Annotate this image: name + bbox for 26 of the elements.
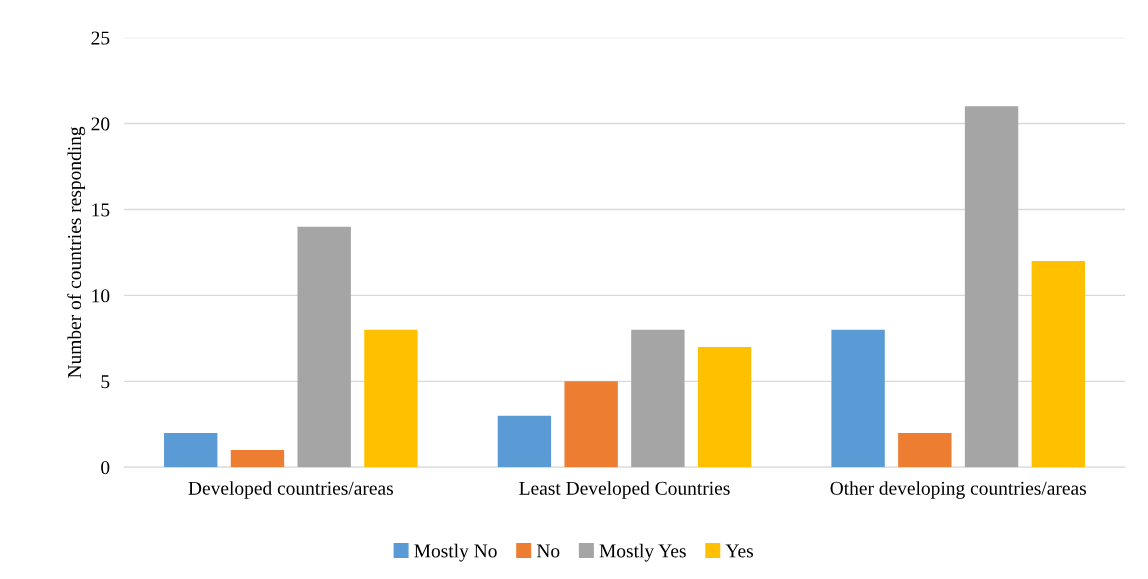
legend-label: Mostly Yes bbox=[599, 543, 686, 562]
y-tick-label: 15 bbox=[92, 203, 110, 217]
bar bbox=[297, 226, 351, 468]
y-tick-label: 0 bbox=[101, 461, 110, 475]
x-tick-label: Developed countries/areas bbox=[188, 481, 393, 499]
x-tick-label: Least Developed Countries bbox=[519, 481, 730, 499]
y-tick-label: 10 bbox=[92, 289, 110, 303]
legend-label: Mostly No bbox=[414, 543, 497, 562]
bar bbox=[898, 432, 952, 468]
bar bbox=[364, 329, 418, 468]
bar bbox=[697, 346, 752, 468]
legend-label: No bbox=[536, 544, 560, 558]
y-tick-label: 20 bbox=[91, 117, 110, 131]
y-tick-label: 5 bbox=[101, 375, 110, 389]
bar bbox=[831, 329, 885, 468]
bar bbox=[564, 381, 618, 468]
bar bbox=[964, 106, 1019, 468]
bar bbox=[164, 432, 218, 468]
legend-label: Yes bbox=[725, 544, 754, 558]
bar bbox=[631, 329, 685, 468]
y-axis-title: Number of countries responding bbox=[67, 126, 86, 378]
bar bbox=[1031, 261, 1085, 468]
bar bbox=[230, 450, 285, 468]
bar bbox=[497, 415, 552, 468]
x-tick-label: Other developing countries/areas bbox=[830, 481, 1086, 499]
y-tick-label: 25 bbox=[91, 31, 110, 45]
